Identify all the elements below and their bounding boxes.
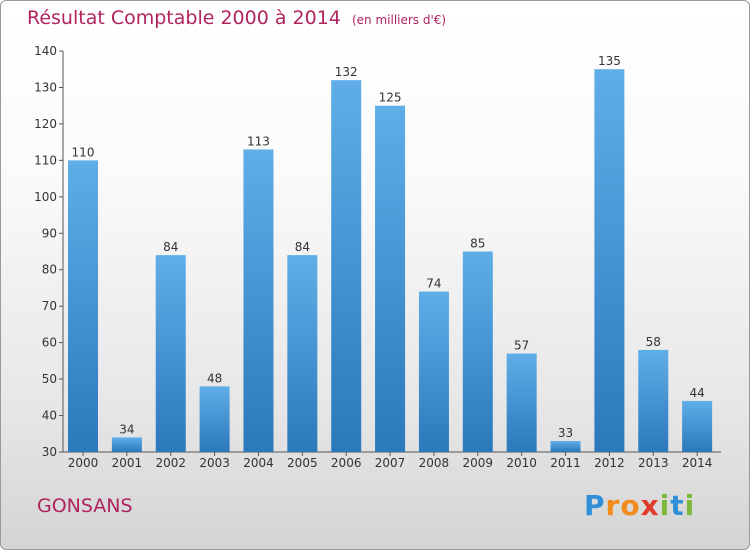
x-tick-label: 2012 — [594, 456, 625, 470]
bar-value-label: 44 — [689, 386, 704, 400]
logo-letter: x — [640, 489, 660, 522]
x-tick-label: 2002 — [155, 456, 186, 470]
y-tick-label: 130 — [34, 80, 57, 94]
x-tick-label: 2013 — [638, 456, 669, 470]
x-tick-label: 2004 — [243, 456, 274, 470]
bar — [462, 251, 493, 452]
bar-value-label: 125 — [379, 91, 402, 105]
x-tick-label: 2010 — [506, 456, 537, 470]
y-tick-label: 100 — [34, 190, 57, 204]
bar-value-label: 132 — [335, 65, 358, 79]
bar-value-label: 57 — [514, 339, 529, 353]
bar-value-label: 110 — [72, 145, 95, 159]
bar — [638, 349, 669, 452]
logo-letter: i — [684, 489, 696, 522]
y-tick-label: 30 — [42, 445, 57, 459]
bar — [506, 353, 537, 452]
bar-value-label: 85 — [470, 237, 485, 251]
chart-title: Résultat Comptable 2000 à 2014 (en milli… — [27, 7, 446, 29]
logo-letter: o — [620, 489, 641, 522]
bar — [550, 441, 581, 452]
y-tick-label: 90 — [42, 226, 57, 240]
logo-letter: r — [605, 489, 621, 522]
x-tick-label: 2005 — [287, 456, 318, 470]
x-tick-label: 2014 — [682, 456, 713, 470]
bar — [375, 105, 406, 452]
bar-value-label: 135 — [598, 54, 621, 68]
bar-value-label: 34 — [119, 422, 134, 436]
logo-letter: i — [659, 489, 671, 522]
y-tick-label: 120 — [34, 117, 57, 131]
bar — [682, 400, 713, 452]
bar — [331, 80, 362, 452]
bar — [68, 160, 98, 452]
y-tick-label: 140 — [34, 44, 57, 58]
y-tick-label: 60 — [42, 336, 57, 350]
x-tick-label: 2008 — [419, 456, 450, 470]
y-tick-label: 70 — [42, 299, 57, 313]
bar — [418, 291, 449, 452]
y-tick-label: 80 — [42, 263, 57, 277]
bar — [199, 386, 230, 452]
proxiti-logo: Proxiti — [584, 489, 695, 522]
logo-letter: P — [584, 489, 606, 522]
bar — [243, 149, 274, 452]
x-tick-label: 2000 — [68, 456, 99, 470]
title-unit: (en milliers d'€) — [351, 13, 447, 27]
x-tick-label: 2007 — [375, 456, 406, 470]
bar-value-label: 48 — [207, 371, 222, 385]
bar — [594, 69, 625, 453]
x-tick-label: 2003 — [199, 456, 230, 470]
x-tick-label: 2009 — [463, 456, 494, 470]
bar-value-label: 74 — [426, 277, 441, 291]
bar — [111, 437, 142, 452]
y-tick-label: 110 — [34, 153, 57, 167]
title-main: Résultat Comptable 2000 à 2014 — [27, 7, 341, 29]
bar-value-label: 84 — [163, 240, 178, 254]
y-tick-label: 40 — [42, 409, 57, 423]
x-tick-label: 2006 — [331, 456, 362, 470]
bar — [287, 255, 318, 452]
x-tick-label: 2001 — [112, 456, 143, 470]
bar-value-label: 84 — [295, 240, 310, 254]
y-tick-label: 50 — [42, 372, 57, 386]
bar-value-label: 58 — [646, 335, 661, 349]
bar-value-label: 113 — [247, 134, 270, 148]
x-tick-label: 2011 — [550, 456, 581, 470]
commune-name: GONSANS — [37, 495, 133, 517]
logo-letter: t — [670, 489, 685, 522]
bar — [155, 255, 186, 452]
bar-value-label: 33 — [558, 426, 573, 440]
